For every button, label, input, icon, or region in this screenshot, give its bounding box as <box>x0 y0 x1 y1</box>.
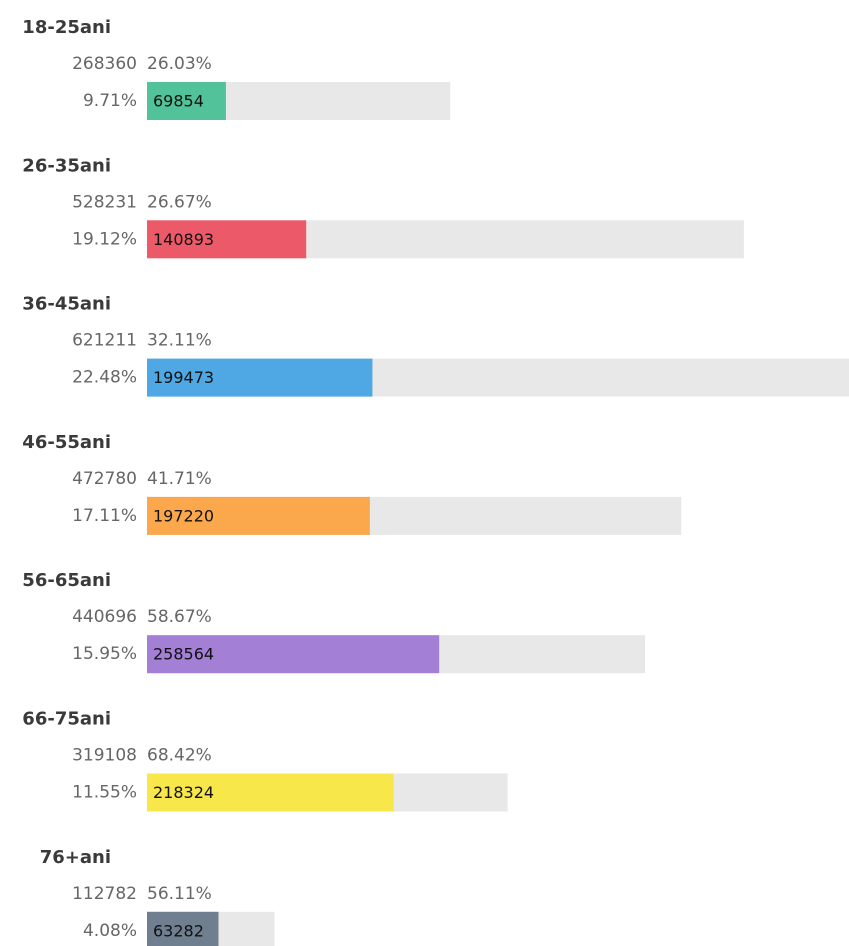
group-percent: 32.11% <box>147 331 212 351</box>
group-total: 319108 <box>72 746 137 766</box>
value-label: 197220 <box>153 506 214 525</box>
value-label: 69854 <box>153 92 204 111</box>
group-percent: 41.71% <box>147 469 212 489</box>
group-share: 19.12% <box>72 229 137 249</box>
value-label: 218324 <box>153 783 214 802</box>
group-share: 17.11% <box>72 506 137 526</box>
value-bar <box>147 220 307 259</box>
group-share: 4.08% <box>83 921 137 941</box>
value-label: 63282 <box>153 921 204 940</box>
group-label: 46-55ani <box>22 432 111 453</box>
value-bar <box>147 82 226 120</box>
group-label: 18-25ani <box>22 17 111 38</box>
group-label: 36-45ani <box>22 294 111 315</box>
group-percent: 56.11% <box>147 884 212 904</box>
group-total: 472780 <box>72 469 137 489</box>
group-label: 66-75ani <box>22 709 111 730</box>
group-label: 76+ani <box>40 847 111 868</box>
value-bar <box>147 911 219 946</box>
value-label: 140893 <box>153 230 214 249</box>
group-share: 22.48% <box>72 368 137 388</box>
group-percent: 68.42% <box>147 746 212 766</box>
group-label: 56-65ani <box>22 570 111 591</box>
group-percent: 58.67% <box>147 607 212 627</box>
group-share: 9.71% <box>83 91 137 111</box>
value-bar <box>147 496 370 535</box>
value-label: 258564 <box>153 645 214 664</box>
group-share: 15.95% <box>72 644 137 664</box>
group-total: 621211 <box>72 331 137 351</box>
group-total: 528231 <box>72 192 137 212</box>
group-total: 440696 <box>72 607 137 627</box>
value-label: 199473 <box>153 368 214 387</box>
group-share: 11.55% <box>72 783 137 803</box>
group-percent: 26.03% <box>147 54 212 74</box>
group-percent: 26.67% <box>147 192 212 212</box>
value-bar <box>147 773 394 812</box>
value-bar <box>147 358 373 397</box>
group-label: 26-35ani <box>22 155 111 176</box>
value-bar <box>147 635 440 674</box>
group-total: 268360 <box>72 54 137 74</box>
group-total: 112782 <box>72 884 137 904</box>
